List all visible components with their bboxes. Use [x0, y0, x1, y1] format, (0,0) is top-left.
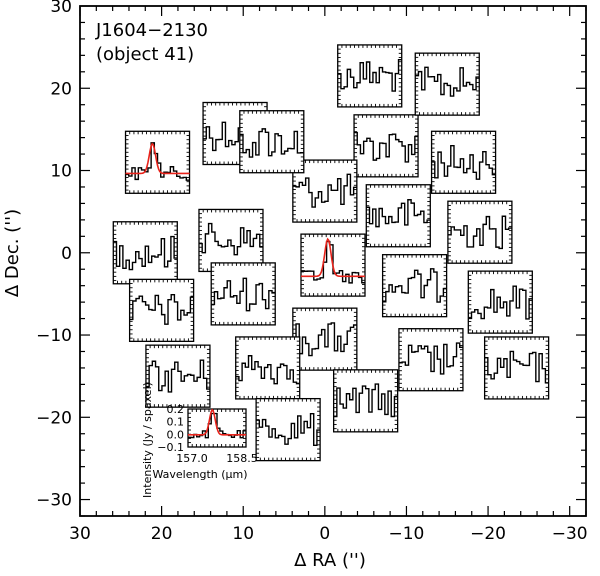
spaxel-panel: [353, 114, 419, 178]
spectrum-trace: [113, 235, 178, 271]
spectrum-trace: [333, 383, 398, 418]
spectrum-trace: [354, 131, 419, 163]
x-tick-label: −30: [552, 524, 588, 544]
spaxel-panel: [239, 110, 305, 174]
spectrum-trace: [145, 359, 210, 393]
spaxel-panel: [300, 233, 366, 297]
inset-y-tick-label: 0.0: [167, 428, 185, 441]
spaxel-panel: [337, 44, 403, 108]
spectrum-trace: [337, 58, 402, 92]
spaxel-frame: [239, 110, 305, 174]
spaxel-panel: [365, 184, 431, 248]
inset-y-tick-label: 0.1: [167, 416, 185, 429]
spaxel-frame: [483, 336, 550, 400]
spaxel-panel: [128, 278, 195, 343]
spectrum-trace: [292, 173, 357, 208]
inset-x-tick-label: 158.5: [226, 452, 258, 465]
x-tick-label: 10: [232, 524, 254, 544]
x-tick-label: 0: [319, 524, 330, 544]
inset-x-tick-label: 157.0: [176, 452, 208, 465]
spaxel-panel: [112, 221, 178, 285]
x-tick-label: −20: [470, 524, 506, 544]
spaxel-panel: [414, 52, 480, 116]
spaxel-panel: [430, 130, 497, 194]
spectrum-trace: [129, 294, 194, 325]
spaxel-panel: [145, 344, 211, 408]
y-tick-label: 20: [50, 79, 72, 99]
gaussian-fit-line: [125, 142, 190, 175]
spaxel-panel: [198, 208, 264, 273]
spectrum-trace: [398, 342, 463, 375]
spectrum-trace: [468, 285, 533, 320]
spectrum-trace: [382, 268, 447, 303]
y-axis-title: Δ Dec. (''): [2, 209, 23, 297]
inset-y-tick-label: −0.1: [157, 441, 184, 454]
spectrum-trace: [292, 322, 357, 357]
inset-x-axis-title: Wavelength (μm): [152, 468, 247, 481]
y-tick-label: 30: [50, 0, 72, 17]
spectrum-trace: [235, 355, 300, 385]
spaxel-frame: [210, 262, 276, 326]
spaxel-panel: [255, 397, 321, 462]
x-tick-label: −10: [389, 524, 425, 544]
inset-y-tick-label: 0.2: [167, 403, 185, 416]
spectrum-trace: [415, 66, 480, 97]
y-tick-label: −10: [36, 326, 72, 346]
spectrum-trace: [211, 277, 276, 312]
spectrum-trace: [447, 215, 512, 250]
x-tick-label: 20: [151, 524, 173, 544]
spectrum-trace: [484, 350, 549, 384]
y-tick-label: −30: [36, 491, 72, 511]
spectrum-trace: [256, 412, 321, 446]
object-title-line-1: J1604−2130: [95, 20, 208, 41]
inset-y-axis-title: Intensity (Jy / spaxel): [141, 382, 154, 498]
spectrum-trace: [198, 222, 263, 256]
spectrum-trace: [431, 145, 496, 180]
spectrum-trace: [239, 128, 304, 158]
spaxel-panel: [398, 328, 464, 392]
x-axis-title: Δ RA (''): [294, 550, 366, 571]
gaussian-fit-line: [188, 408, 246, 436]
spaxel-frame: [332, 369, 399, 433]
axis-ticks: [79, 5, 587, 517]
spaxel-panel: [483, 336, 550, 400]
spectrum-trace: [366, 199, 431, 228]
y-tick-label: 0: [61, 244, 72, 264]
spaxel-panel: [124, 130, 191, 194]
y-tick-label: 10: [50, 162, 72, 182]
spaxel-panel: [292, 307, 358, 371]
spectrum-trace: [301, 240, 365, 284]
y-tick-label: −20: [36, 408, 72, 428]
spaxel-panel: [467, 270, 533, 334]
spaxel-frame: [145, 344, 211, 408]
x-tick-label: 30: [69, 524, 91, 544]
spaxel-frame: [255, 397, 321, 462]
spectrum-trace: [125, 142, 190, 181]
spaxel-panel: [447, 200, 513, 264]
plot-frame: [79, 5, 587, 517]
spaxel-panel: [332, 369, 399, 433]
spaxel-panel: [210, 262, 276, 326]
gaussian-fit-line: [301, 237, 365, 278]
spaxel-panel: [381, 254, 448, 318]
spaxel-panel: [235, 336, 301, 400]
object-title-line-2: (object 41): [96, 44, 194, 65]
spaxel-frame: [381, 254, 448, 318]
